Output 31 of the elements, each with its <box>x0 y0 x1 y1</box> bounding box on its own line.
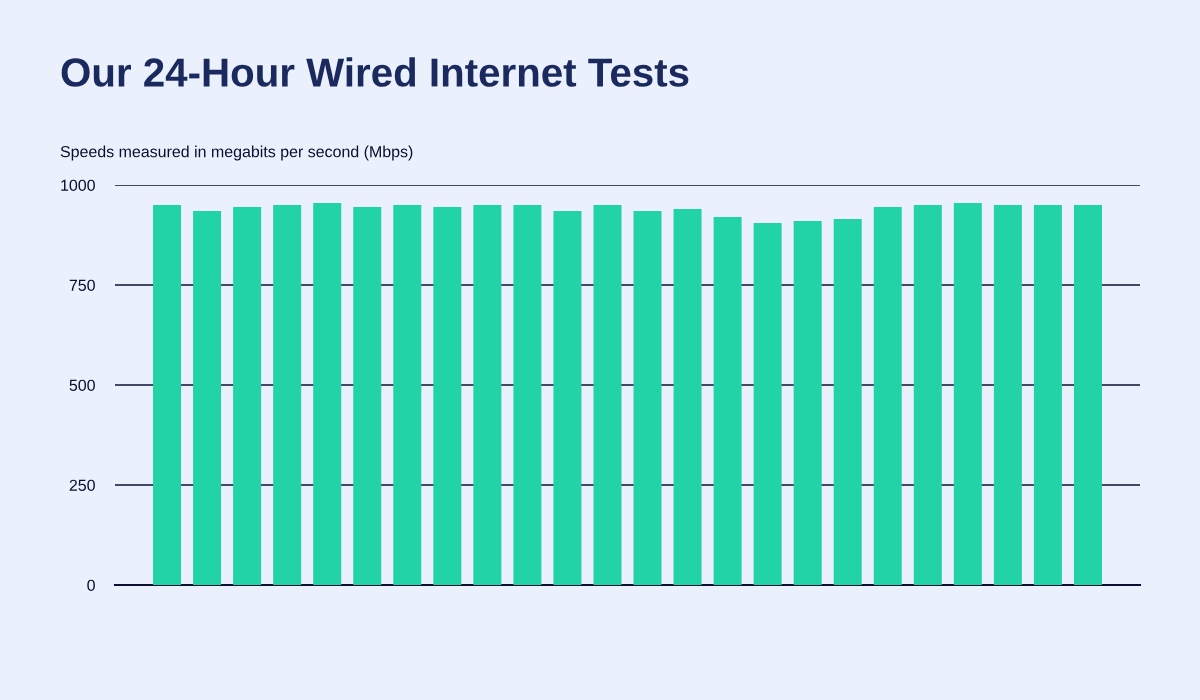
bar <box>233 207 262 585</box>
bar <box>393 205 422 585</box>
bar <box>313 203 342 585</box>
bar <box>953 203 982 585</box>
bar <box>673 209 702 585</box>
bar <box>353 207 382 585</box>
bar <box>553 211 582 585</box>
bar <box>753 223 782 585</box>
bar <box>793 221 822 585</box>
bar <box>193 211 222 585</box>
bar <box>713 217 742 585</box>
y-axis-title: Speeds measured in megabits per second (Mbps) <box>60 145 413 161</box>
bar <box>153 205 182 585</box>
y-tick-label: 500 <box>69 379 95 391</box>
y-tick-label: 0 <box>87 579 95 591</box>
bar <box>273 205 302 585</box>
bar <box>1073 205 1102 585</box>
y-tick-label: 750 <box>69 279 95 291</box>
bar <box>873 207 902 585</box>
bar <box>913 205 942 585</box>
bar <box>513 205 542 585</box>
bar <box>633 211 662 585</box>
bar <box>993 205 1022 585</box>
chart-title: Our 24-Hour Wired Internet Tests <box>61 57 689 87</box>
y-tick-label: 250 <box>69 479 95 491</box>
y-tick-label: 1000 <box>61 179 95 191</box>
bar <box>1033 205 1062 585</box>
bar <box>473 205 502 585</box>
bar <box>433 207 462 585</box>
bar <box>593 205 622 585</box>
bar <box>833 219 862 585</box>
